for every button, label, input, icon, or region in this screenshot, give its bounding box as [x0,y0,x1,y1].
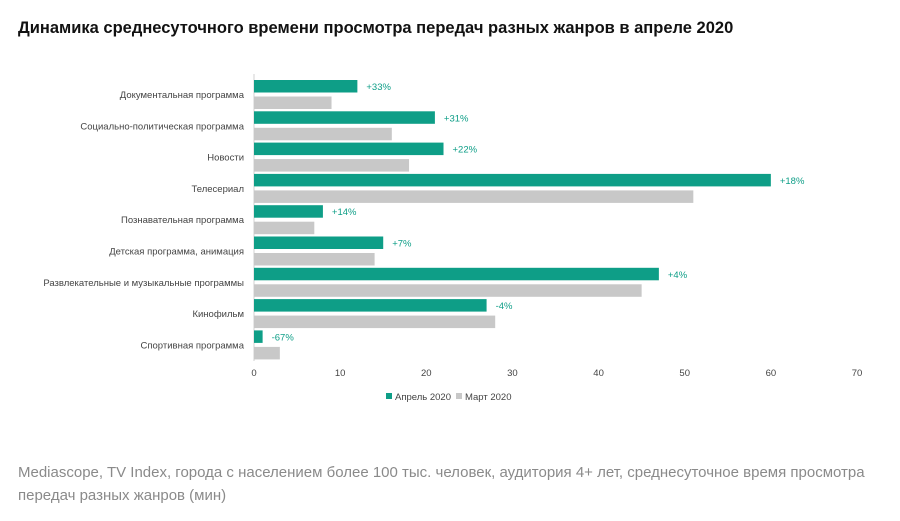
legend-label: Март 2020 [465,392,512,403]
data-label: +18% [780,176,805,187]
category-label: Телесериал [191,184,244,195]
x-tick-label: 10 [335,368,346,379]
data-label: -4% [496,301,513,312]
data-label: +14% [332,207,357,218]
x-tick-label: 70 [852,368,863,379]
data-label: +33% [366,82,391,93]
bar-april [254,330,263,343]
x-tick-label: 40 [593,368,604,379]
bar-march [254,315,496,329]
bar-march [254,221,315,235]
bar-april [254,111,435,124]
source-note: Mediascope, TV Index, города с население… [18,464,865,504]
legend-swatch [386,393,392,399]
bar-chart: Документальная программа +33% Социально-по… [43,74,863,403]
bar-april [254,205,323,218]
category-label: Новости [207,153,244,164]
data-label: +31% [444,113,469,124]
x-tick-label: 20 [421,368,432,379]
bar-march [254,127,392,141]
bar-march [254,253,375,266]
bar-march [254,346,280,360]
x-tick-label: 60 [766,368,777,379]
data-label: -67% [272,332,295,343]
data-label: +22% [453,145,478,156]
category-label: Детская программа, анимация [109,247,244,258]
bar-april [254,299,487,312]
category-label: Спортивная программа [141,340,245,351]
bar-april [254,236,384,249]
category-label: Социально-политическая программа [80,121,244,132]
bar-april [254,80,358,93]
category-label: Кинофильм [192,309,244,320]
bar-march [254,96,332,109]
bar-march [254,284,642,297]
bar-april [254,173,771,187]
bar-march [254,159,410,172]
x-tick-label: 50 [679,368,690,379]
category-label: Документальная программа [120,90,245,101]
chart-title: Динамика среднесуточного времени просмот… [18,19,734,37]
data-label: +7% [392,239,412,250]
x-tick-label: 0 [251,368,256,379]
legend-swatch [456,393,462,399]
category-label: Познавательная программа [121,215,245,226]
bar-march [254,190,694,203]
legend-label: Апрель 2020 [395,392,451,403]
bar-april [254,267,659,281]
data-label: +4% [668,270,688,281]
x-tick-label: 30 [507,368,518,379]
category-label: Развлекательные и музыкальные программы [43,278,244,289]
bar-april [254,142,444,156]
